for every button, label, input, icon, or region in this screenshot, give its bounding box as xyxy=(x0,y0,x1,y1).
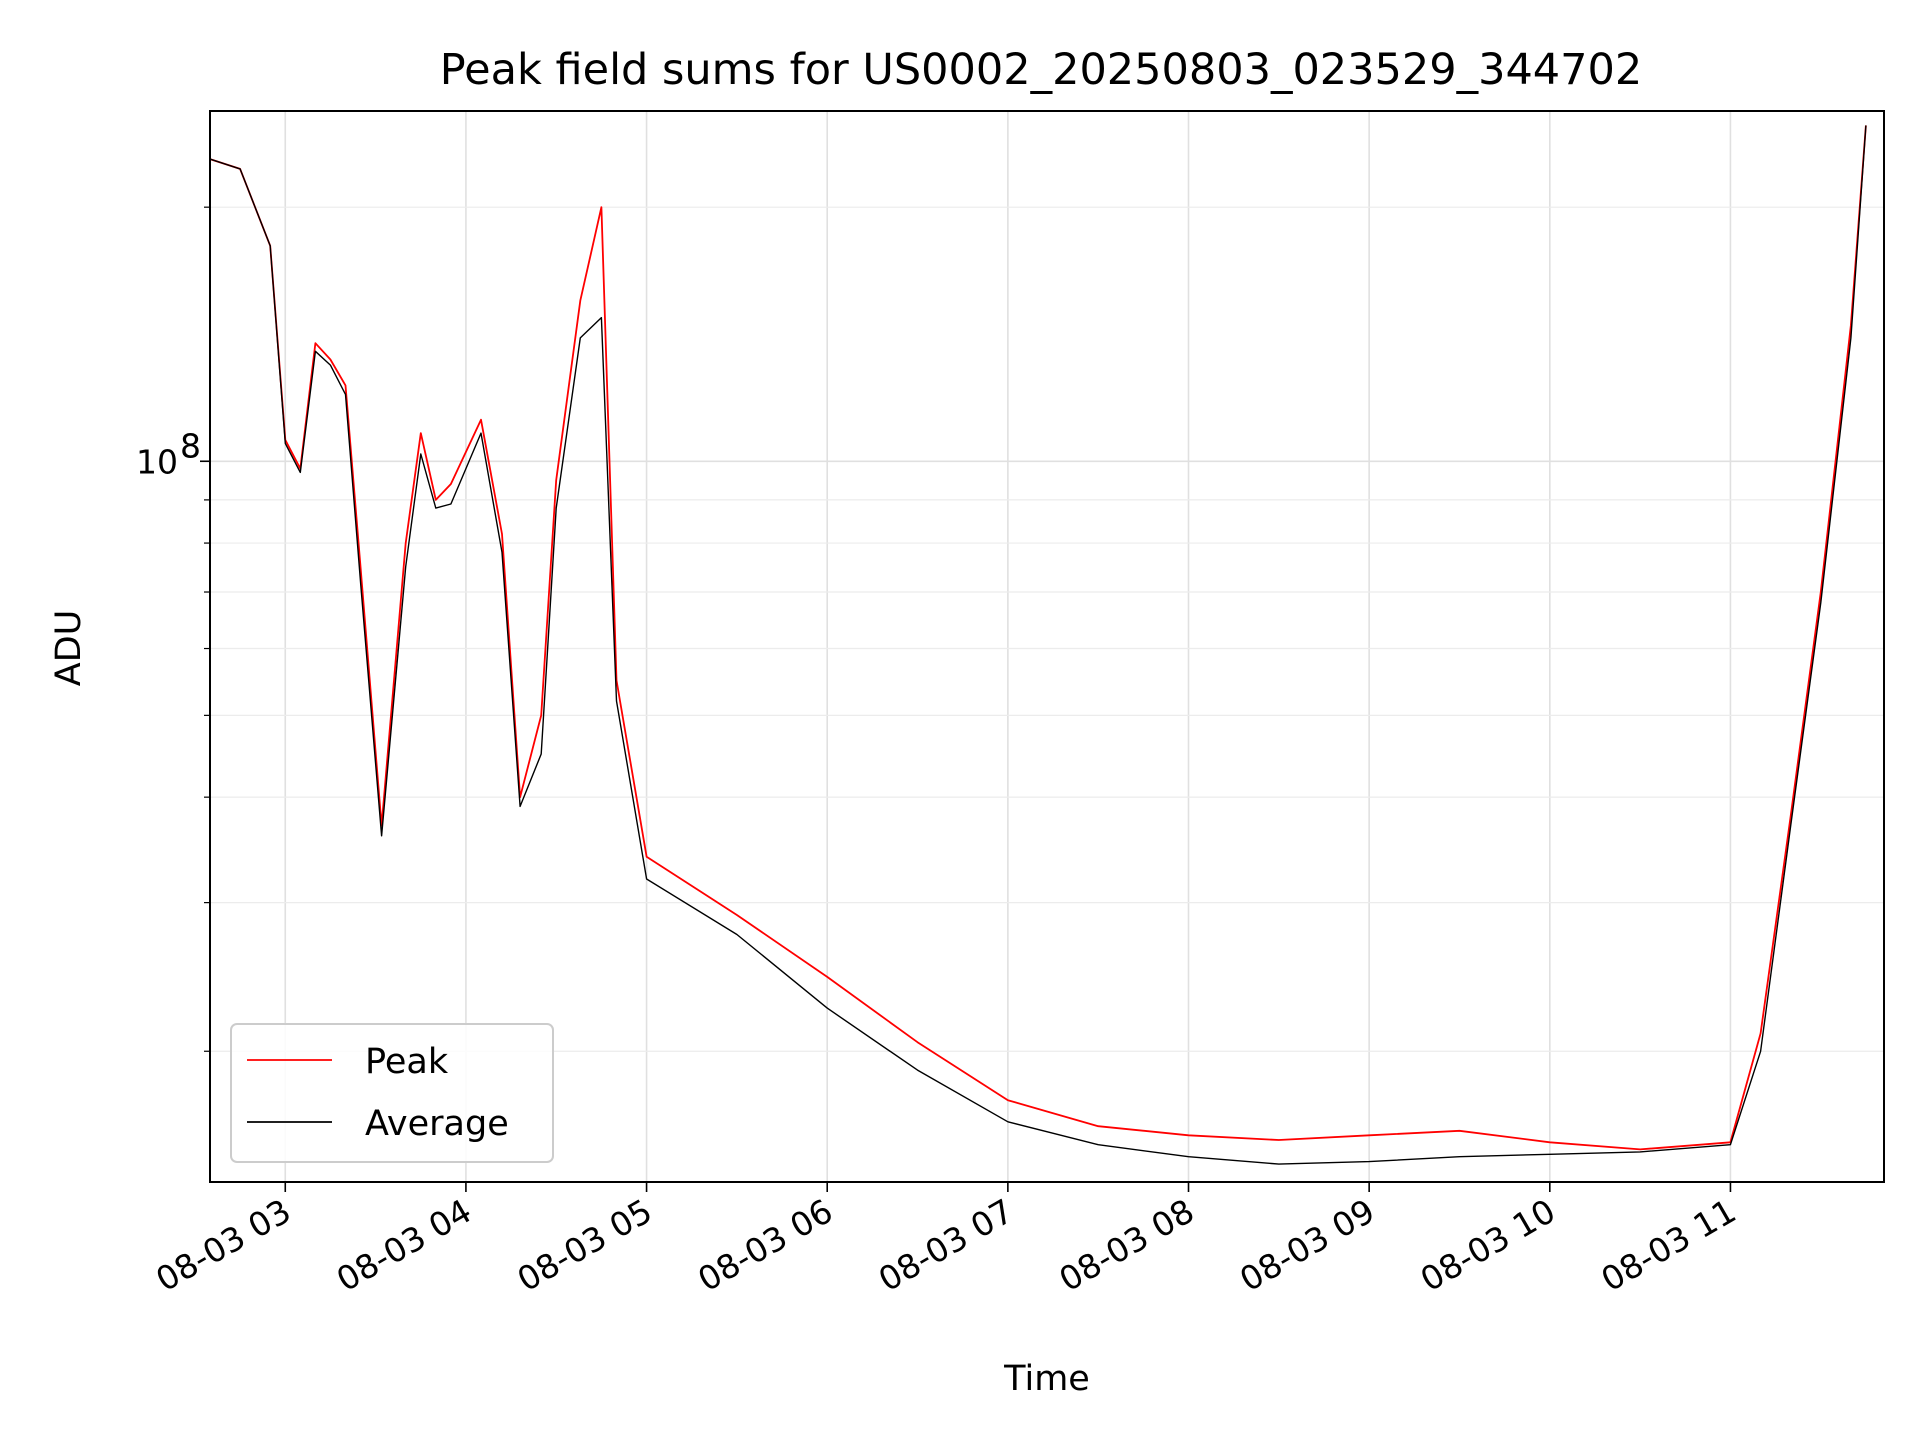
x-tick-label: 08-03 06 xyxy=(691,1191,839,1299)
x-tick-label: 08-03 04 xyxy=(330,1191,478,1299)
x-axis: 08-03 03 08-03 04 08-03 05 08-03 06 08-03 07… xyxy=(149,1182,1742,1299)
x-axis-label: Time xyxy=(1003,1359,1090,1399)
plot-frame xyxy=(209,110,1885,1183)
x-tick-label: 08-03 03 xyxy=(149,1191,297,1299)
series-layer xyxy=(209,125,1867,1165)
y-tick-exponent: 8 xyxy=(180,426,201,465)
x-tick-label: 08-03 05 xyxy=(511,1191,659,1299)
x-tick-label: 08-03 09 xyxy=(1233,1191,1381,1299)
series-line-average xyxy=(209,125,1867,1165)
chart-title: Peak field sums for US0002_20250803_0235… xyxy=(440,45,1643,95)
x-tick-label: 08-03 07 xyxy=(872,1191,1020,1299)
legend-label-peak: Peak xyxy=(365,1042,449,1082)
y-tick-label: 10 xyxy=(136,442,178,481)
x-tick-label: 08-03 11 xyxy=(1594,1191,1742,1299)
y-axis-label: ADU xyxy=(49,610,89,687)
series-line-peak xyxy=(209,125,1867,1151)
y-axis: 10 8 xyxy=(136,206,210,1052)
x-tick-label: 08-03 10 xyxy=(1414,1191,1562,1299)
grid xyxy=(210,111,1884,1182)
x-tick-label: 08-03 08 xyxy=(1053,1191,1201,1299)
legend: Peak Average xyxy=(230,1023,554,1163)
legend-box xyxy=(230,1023,554,1163)
legend-label-average: Average xyxy=(365,1104,509,1144)
